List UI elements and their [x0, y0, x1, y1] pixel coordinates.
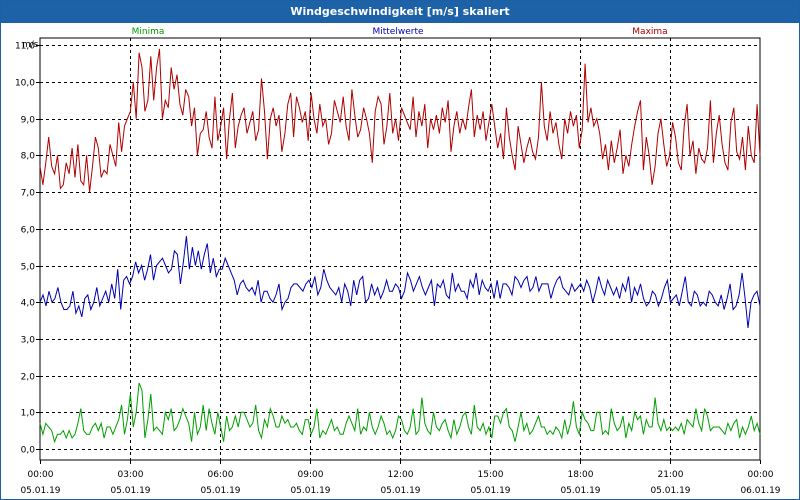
x-tick-date: 05.01.19 — [470, 486, 510, 496]
legend-mittelwerte: Mittelwerte — [372, 27, 423, 37]
y-tick-label: 1,0 — [21, 409, 36, 419]
x-tick-date: 05.01.19 — [650, 486, 690, 496]
y-axis-unit: m/s — [22, 40, 39, 50]
x-tick-date: 05.01.19 — [560, 486, 600, 496]
x-tick-time: 03:00 — [118, 470, 144, 480]
x-tick-date: 05.01.19 — [110, 486, 150, 496]
x-axis: 00:00 05.01.19 03:00 05.01.19 06:00 05.01.19 0… — [20, 460, 781, 496]
y-tick-label: 6,0 — [21, 226, 36, 236]
x-tick-date: 05.01.19 — [200, 486, 240, 496]
y-axis: 0,0 1,0 2,0 3,0 4,0 5,0 6,0 7,0 8,0 9,0 10,0 11,0 — [15, 42, 40, 456]
x-tick-time: 12:00 — [388, 470, 414, 480]
x-tick-date: 05.01.19 — [290, 486, 330, 496]
y-tick-label: 8,0 — [21, 152, 36, 162]
x-tick-time: 00:00 — [748, 470, 774, 480]
x-tick-date: 05.01.19 — [20, 486, 60, 496]
y-tick-label: 9,0 — [21, 116, 36, 126]
series-lines — [39, 48, 761, 444]
x-tick-time: 00:00 — [28, 470, 54, 480]
x-tick-time: 21:00 — [658, 470, 684, 480]
x-tick-time: 18:00 — [568, 470, 594, 480]
series-maxima-line — [39, 48, 761, 193]
legend-minima: Minima — [132, 27, 165, 37]
series-mittelwerte-line — [39, 236, 761, 328]
x-tick-time: 15:00 — [478, 470, 504, 480]
y-tick-label: 2,0 — [21, 373, 36, 383]
y-tick-label: 7,0 — [21, 189, 36, 199]
y-tick-label: 11,0 — [15, 42, 35, 52]
y-tick-label: 10,0 — [15, 79, 35, 89]
y-tick-label: 5,0 — [21, 263, 36, 273]
legend: Minima Mittelwerte Maxima — [132, 27, 668, 37]
y-tick-label: 3,0 — [21, 336, 36, 346]
x-tick-time: 09:00 — [298, 470, 324, 480]
x-tick-date: 05.01.19 — [380, 486, 420, 496]
y-tick-label: 0,0 — [21, 446, 36, 456]
series-minima-line — [39, 382, 761, 444]
x-tick-date: 06.01.19 — [740, 486, 780, 496]
y-tick-label: 4,0 — [21, 299, 36, 309]
x-tick-time: 06:00 — [208, 470, 234, 480]
window-title: Windgeschwindigkeit [m/s] skaliert — [1, 1, 799, 23]
legend-maxima: Maxima — [632, 27, 667, 37]
grid-lines — [39, 37, 761, 461]
